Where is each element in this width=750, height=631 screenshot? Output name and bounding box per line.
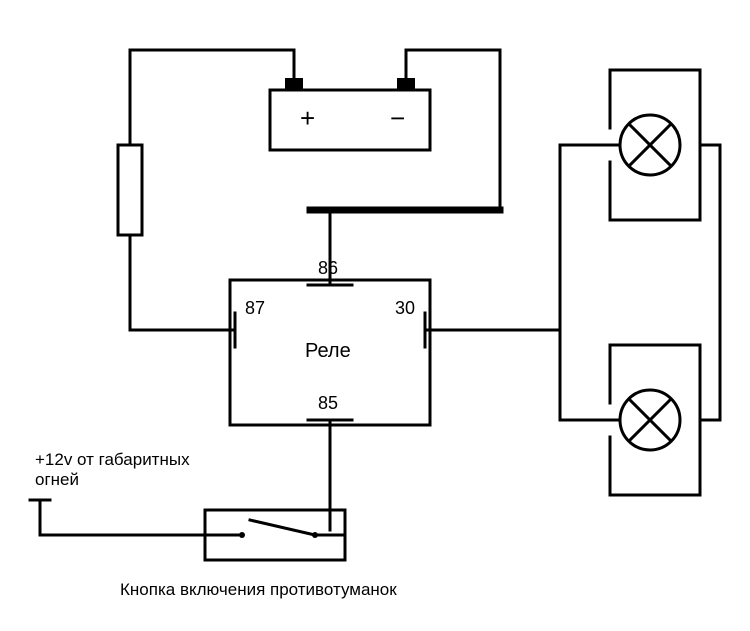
relay-pin-30: 30	[395, 298, 415, 319]
fuse-icon	[118, 145, 142, 235]
input-12v-line1: +12v от габаритных	[35, 450, 190, 470]
input-12v-line2: огней	[35, 470, 79, 490]
battery-minus-label: −	[390, 103, 405, 134]
relay-fog-light-schematic: + − 86 87 30 85 Реле +12v от габаритных …	[0, 0, 750, 631]
relay-pin-87: 87	[245, 298, 265, 319]
relay-pin-86: 86	[318, 258, 338, 279]
relay-label: Реле	[305, 340, 351, 363]
battery-plus-label: +	[300, 103, 315, 134]
battery-icon	[270, 90, 430, 150]
switch-caption: Кнопка включения противотуманок	[120, 580, 397, 600]
schematic-svg	[0, 0, 750, 631]
relay-pin-85: 85	[318, 393, 338, 414]
